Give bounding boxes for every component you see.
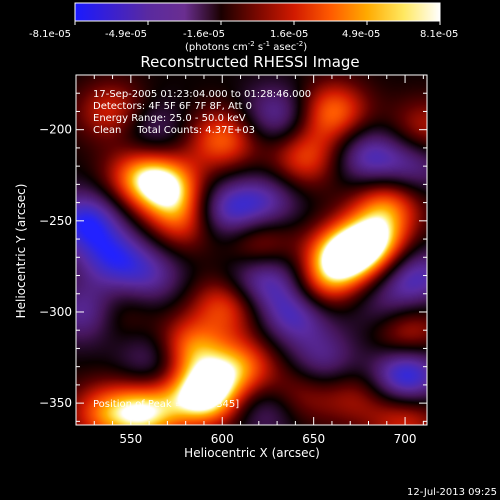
colorbar-tick-label-4: 4.9e-05 (342, 29, 380, 40)
x-axis-label: Heliocentric X (arcsec) (184, 446, 320, 460)
x-tick-label: 550 (119, 432, 142, 446)
annotation-clean-counts: Clean Total Counts: 4.37E+03 (93, 125, 255, 136)
x-tick-label: 600 (211, 432, 234, 446)
y-tick-label: −300 (39, 305, 72, 319)
annotation-energy-range: Energy Range: 25.0 - 50.0 keV (93, 113, 246, 124)
y-tick-label: −200 (39, 123, 72, 137)
units-mid: s (255, 42, 263, 53)
footer-timestamp: 12-Jul-2013 09:25 (407, 487, 497, 498)
heatmap-image-container (76, 75, 427, 425)
units-exp1: -2 (248, 40, 255, 48)
units-mid2: asec (270, 42, 296, 53)
annotation-detectors: Detectors: 4F 5F 6F 7F 8F, Att 0 (93, 101, 252, 112)
units-prefix: (photons cm (185, 42, 248, 53)
chart-title: Reconstructed RHESSI Image (140, 53, 359, 71)
colorbar-tick-label-2: -1.6e-05 (183, 29, 225, 40)
x-tick-label: 700 (394, 432, 417, 446)
colorbar-bar (74, 2, 441, 22)
annotations: 17-Sep-2005 01:23:04.000 to 01:28:46.000… (93, 89, 311, 410)
colorbar: -8.1e-05 -4.9e-05 -1.6e-05 1.6e-05 4.9e-… (29, 2, 458, 53)
colorbar-ticks (74, 21, 441, 25)
plot-frame (75, 74, 428, 426)
y-tick-label: −350 (39, 396, 72, 410)
units-exp3: -2 (296, 40, 303, 48)
x-tick-label: 650 (302, 432, 325, 446)
heatmap-canvas (76, 75, 427, 425)
colorbar-tick-label-5: 8.1e-05 (420, 29, 458, 40)
y-axis-label: Heliocentric Y (arcsec) (14, 184, 28, 319)
colorbar-tick-label-1: -4.9e-05 (105, 29, 147, 40)
y-tick-label: −250 (39, 214, 72, 228)
colorbar-tick-label-3: 1.6e-05 (270, 29, 308, 40)
annotation-time-range: 17-Sep-2005 01:23:04.000 to 01:28:46.000 (93, 89, 311, 100)
units-suffix: ) (303, 42, 307, 53)
units-exp2: -1 (263, 40, 270, 48)
colorbar-tick-label-0: -8.1e-05 (29, 29, 71, 40)
axis-ticks: 550 600 650 700 −200 −250 −300 −350 (39, 74, 427, 446)
colorbar-units: (photons cm-2 s-1 asec-2) (185, 40, 307, 53)
annotation-peak-position: Position of Peak = [590,-345] (93, 399, 239, 410)
